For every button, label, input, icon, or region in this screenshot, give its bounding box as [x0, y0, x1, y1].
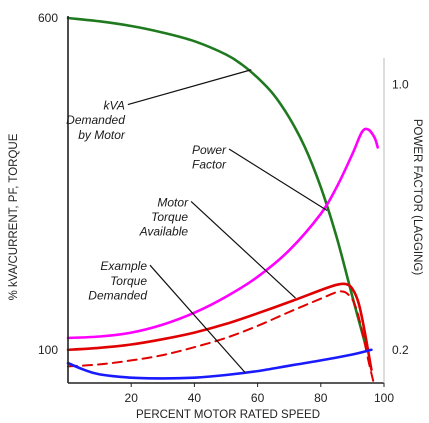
annotation-label: Demanded	[66, 113, 125, 127]
annotation-leader-line	[149, 264, 246, 373]
annotation-label: Power	[192, 143, 227, 157]
annotation-label: Example	[100, 259, 147, 273]
series-line-motor-torque-available	[66, 282, 373, 371]
annotation-leader-line	[190, 201, 296, 299]
x-tick-label: 20	[125, 391, 139, 405]
y2-axis-title: POWER FACTOR (LAGGING)	[411, 119, 423, 275]
x-tick-label: 100	[374, 391, 394, 405]
annotation-label: by Motor	[78, 128, 126, 142]
annotation-label: Available	[139, 225, 189, 239]
series-line-power-factor	[66, 127, 379, 340]
annotation-label: Factor	[192, 158, 227, 172]
x-tick-label: 40	[188, 391, 202, 405]
y2-tick-label: 1.0	[392, 77, 409, 91]
annotation-leader-line	[228, 148, 328, 211]
series-line-example-torque-demanded	[67, 290, 376, 388]
y-tick-label: 100	[38, 343, 58, 357]
annotation-label: Torque	[110, 274, 147, 288]
y-tick-label: 600	[38, 11, 58, 25]
annotation-leader-line	[127, 69, 252, 106]
x-axis-title: PERCENT MOTOR RATED SPEED	[136, 409, 320, 421]
x-tick-label: 80	[314, 391, 328, 405]
ticks-layer: 20 40 60 80 100 600 100 1.0 0.2	[38, 11, 409, 405]
y-axis-title: % kVA/CURRENT, PF, TORQUE	[8, 133, 20, 300]
annotation-label: Demanded	[88, 288, 147, 302]
curves-layer	[66, 16, 379, 388]
annotation-label: Torque	[151, 210, 188, 224]
y2-tick-label: 0.2	[392, 343, 409, 357]
series-line-kva	[66, 16, 367, 345]
series-line-current-blue	[66, 348, 373, 380]
x-tick-label: 60	[251, 391, 265, 405]
annotation-label: Motor	[157, 195, 189, 209]
annotation-label: kVA	[104, 99, 125, 113]
